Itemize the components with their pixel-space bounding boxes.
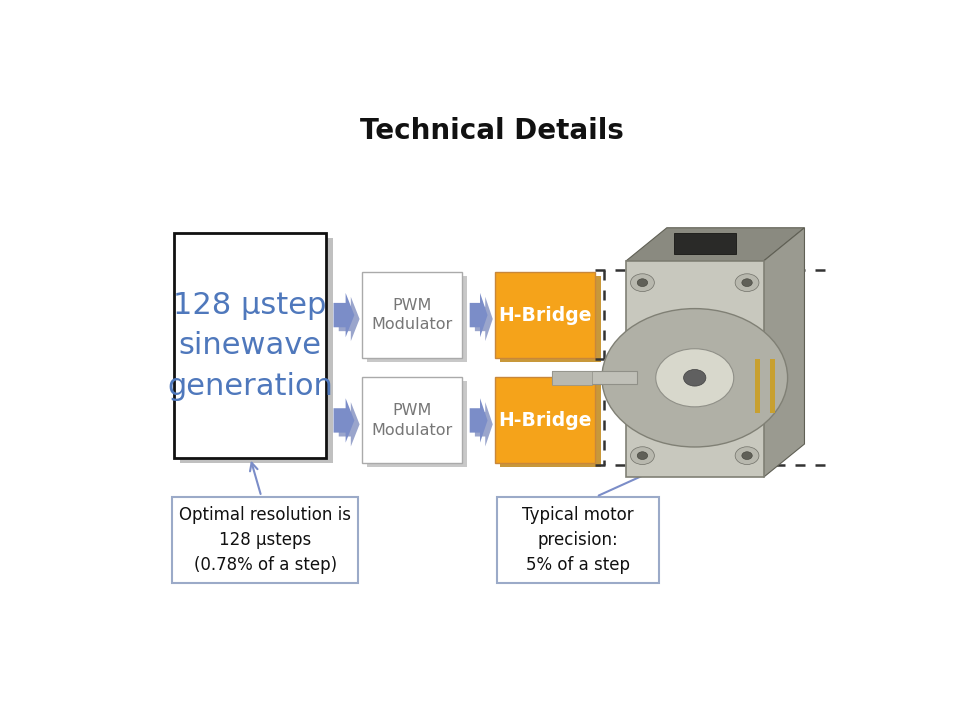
Circle shape (735, 446, 759, 464)
Polygon shape (763, 228, 804, 477)
FancyBboxPatch shape (172, 497, 358, 582)
FancyBboxPatch shape (180, 238, 333, 463)
Polygon shape (469, 398, 488, 443)
FancyBboxPatch shape (367, 276, 468, 362)
Text: PWM
Modulator: PWM Modulator (372, 297, 453, 333)
Text: H-Bridge: H-Bridge (498, 411, 592, 430)
Text: H-Bridge: H-Bridge (498, 305, 592, 325)
Polygon shape (333, 398, 354, 443)
FancyBboxPatch shape (551, 372, 636, 384)
FancyBboxPatch shape (174, 233, 326, 458)
FancyBboxPatch shape (756, 359, 760, 413)
FancyBboxPatch shape (674, 233, 736, 254)
FancyBboxPatch shape (500, 276, 601, 362)
Polygon shape (339, 297, 360, 341)
Text: Technical Details: Technical Details (360, 117, 624, 145)
FancyBboxPatch shape (497, 497, 660, 582)
FancyBboxPatch shape (500, 382, 601, 467)
Polygon shape (626, 228, 804, 261)
Circle shape (631, 446, 655, 464)
Polygon shape (333, 293, 354, 337)
Circle shape (735, 274, 759, 292)
Text: Typical motor
precision:
5% of a step: Typical motor precision: 5% of a step (522, 505, 635, 574)
Polygon shape (475, 297, 492, 341)
FancyBboxPatch shape (770, 359, 775, 413)
Text: Optimal resolution is
128 μsteps
(0.78% of a step): Optimal resolution is 128 μsteps (0.78% … (180, 505, 351, 574)
Polygon shape (475, 402, 492, 446)
FancyBboxPatch shape (362, 377, 463, 464)
Circle shape (656, 348, 733, 407)
Text: 128 μstep
sinewave
generation: 128 μstep sinewave generation (167, 291, 333, 400)
FancyBboxPatch shape (362, 272, 463, 358)
Circle shape (742, 279, 753, 287)
Polygon shape (469, 293, 488, 337)
Circle shape (742, 451, 753, 459)
Circle shape (631, 274, 655, 292)
FancyBboxPatch shape (495, 377, 595, 464)
FancyBboxPatch shape (367, 382, 468, 467)
FancyBboxPatch shape (495, 272, 595, 358)
Circle shape (684, 369, 706, 386)
Circle shape (637, 451, 648, 459)
Circle shape (637, 279, 648, 287)
FancyBboxPatch shape (626, 261, 763, 477)
Polygon shape (339, 402, 360, 446)
Circle shape (602, 309, 787, 447)
FancyBboxPatch shape (551, 371, 592, 385)
Text: PWM
Modulator: PWM Modulator (372, 403, 453, 438)
